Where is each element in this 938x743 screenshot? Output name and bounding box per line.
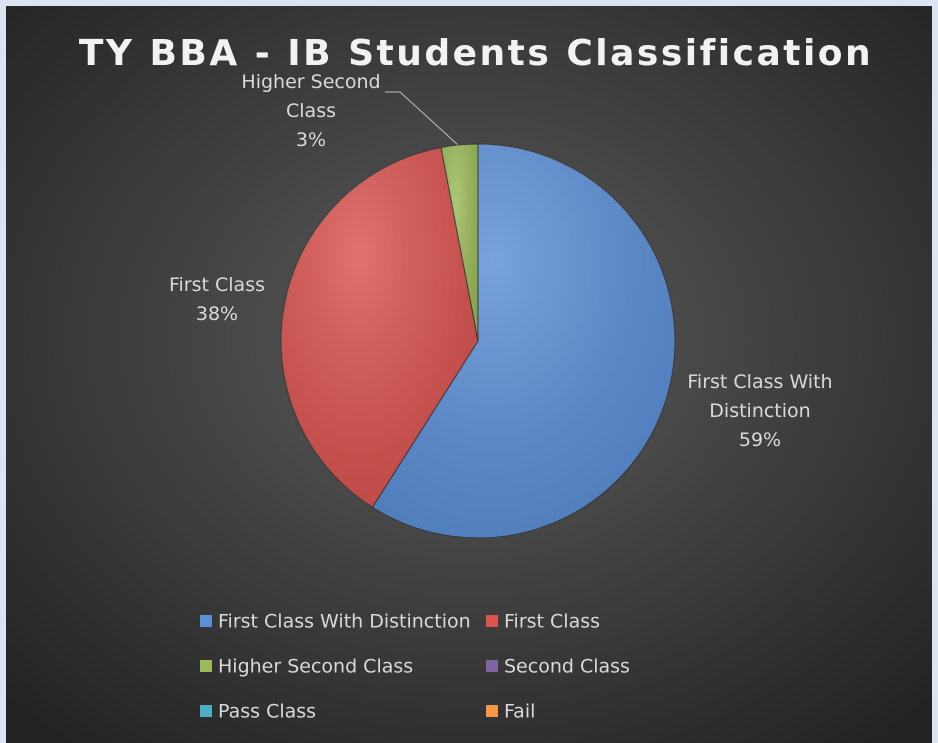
legend-swatch <box>200 705 212 717</box>
legend-swatch <box>486 660 498 672</box>
pie <box>280 143 676 539</box>
chart-area: TY BBA - IB Students Classification Firs… <box>6 6 932 743</box>
legend-swatch <box>486 615 498 627</box>
data-label: Higher Second Class 3% <box>231 68 391 155</box>
label-category: First Class With Distinction <box>687 371 833 422</box>
label-value: 38% <box>195 303 239 325</box>
leader-line <box>385 91 459 146</box>
legend: First Class With Distinction First Class H… <box>200 611 630 723</box>
legend-label: Second Class <box>504 656 630 678</box>
label-value: 59% <box>738 429 782 451</box>
label-value: 3% <box>295 129 327 151</box>
legend-label: First Class <box>504 611 600 633</box>
legend-swatch <box>486 705 498 717</box>
label-category: Higher Second Class <box>241 71 381 122</box>
legend-label: Higher Second Class <box>218 656 413 678</box>
legend-swatch <box>200 615 212 627</box>
data-label: First Class 38% <box>137 271 297 329</box>
chart-title: TY BBA - IB Students Classification <box>79 33 873 74</box>
label-category: First Class <box>168 274 265 296</box>
data-label: First Class With Distinction 59% <box>680 368 840 455</box>
legend-label: Fail <box>504 701 535 723</box>
legend-label: Pass Class <box>218 701 316 723</box>
legend-swatch <box>200 660 212 672</box>
legend-label: First Class With Distinction <box>218 611 471 633</box>
